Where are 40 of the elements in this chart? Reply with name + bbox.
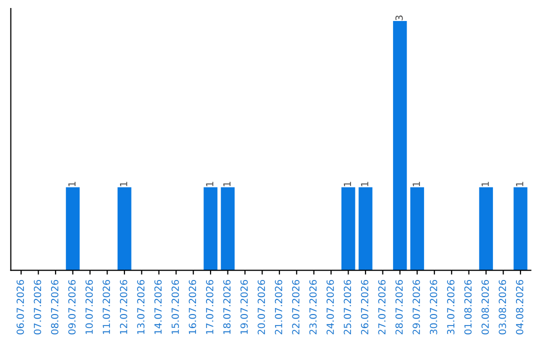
x-tick-label: 15.07.2026 — [172, 280, 179, 334]
x-tick-label: 20.07.2026 — [258, 280, 266, 334]
x-tick-label: 28.07.2026 — [395, 280, 403, 334]
x-tick-label: 11.07.2026 — [102, 280, 110, 334]
x-tick-label: 30.07.2026 — [430, 280, 438, 334]
data-label: 1 — [68, 182, 76, 186]
x-tick-label: 13.07.2026 — [137, 280, 144, 334]
x-tick-label: 29.07.2026 — [412, 280, 420, 334]
data-label: 1 — [344, 182, 351, 186]
data-label: 1 — [223, 182, 230, 186]
data-label: 1 — [361, 182, 368, 186]
x-tick-label: 31.07.2026 — [447, 280, 454, 334]
x-tick-label: 19.07.2026 — [240, 280, 248, 334]
data-label: 1 — [206, 182, 214, 186]
data-label: 1 — [516, 182, 524, 186]
x-tick-label: 26.07.2026 — [360, 280, 368, 334]
x-tick-label: 07.07.2026 — [34, 280, 42, 334]
x-tick-label: 22.07.2026 — [292, 280, 300, 334]
x-tick-label: 08.07.2026 — [51, 280, 58, 334]
x-tick-label: 06.07.2026 — [16, 280, 24, 334]
data-label: 1 — [482, 182, 489, 186]
x-tick-label: 14.07.2026 — [154, 280, 162, 334]
x-tick-label: 16.07.2026 — [188, 280, 196, 334]
x-tick-label: 23.07.2026 — [309, 280, 317, 334]
x-tick-label: 10.07.2026 — [85, 280, 93, 334]
data-label: 1 — [120, 182, 128, 186]
x-tick-label: 17.07.2026 — [206, 280, 214, 334]
x-tick-label: 25.07.2026 — [344, 280, 352, 334]
x-tick-label: 24.07.2026 — [326, 280, 334, 334]
x-tick-label: 03.08.2026 — [498, 280, 506, 334]
x-tick-label: 09.07.2026 — [68, 280, 76, 334]
x-tick-label: 21.07.2026 — [274, 280, 282, 334]
x-tick-label: 02.08.2026 — [482, 280, 489, 334]
x-tick-label: 27.07.2026 — [378, 280, 386, 334]
x-tick-label: 12.07.2026 — [120, 280, 128, 334]
data-label: 1 — [412, 182, 420, 186]
x-tick-label: 18.07.2026 — [223, 280, 231, 334]
data-label: 3 — [395, 16, 403, 20]
x-tick-label: 01.08.2026 — [464, 280, 472, 334]
x-tick-label: 04.08.2026 — [516, 280, 524, 334]
